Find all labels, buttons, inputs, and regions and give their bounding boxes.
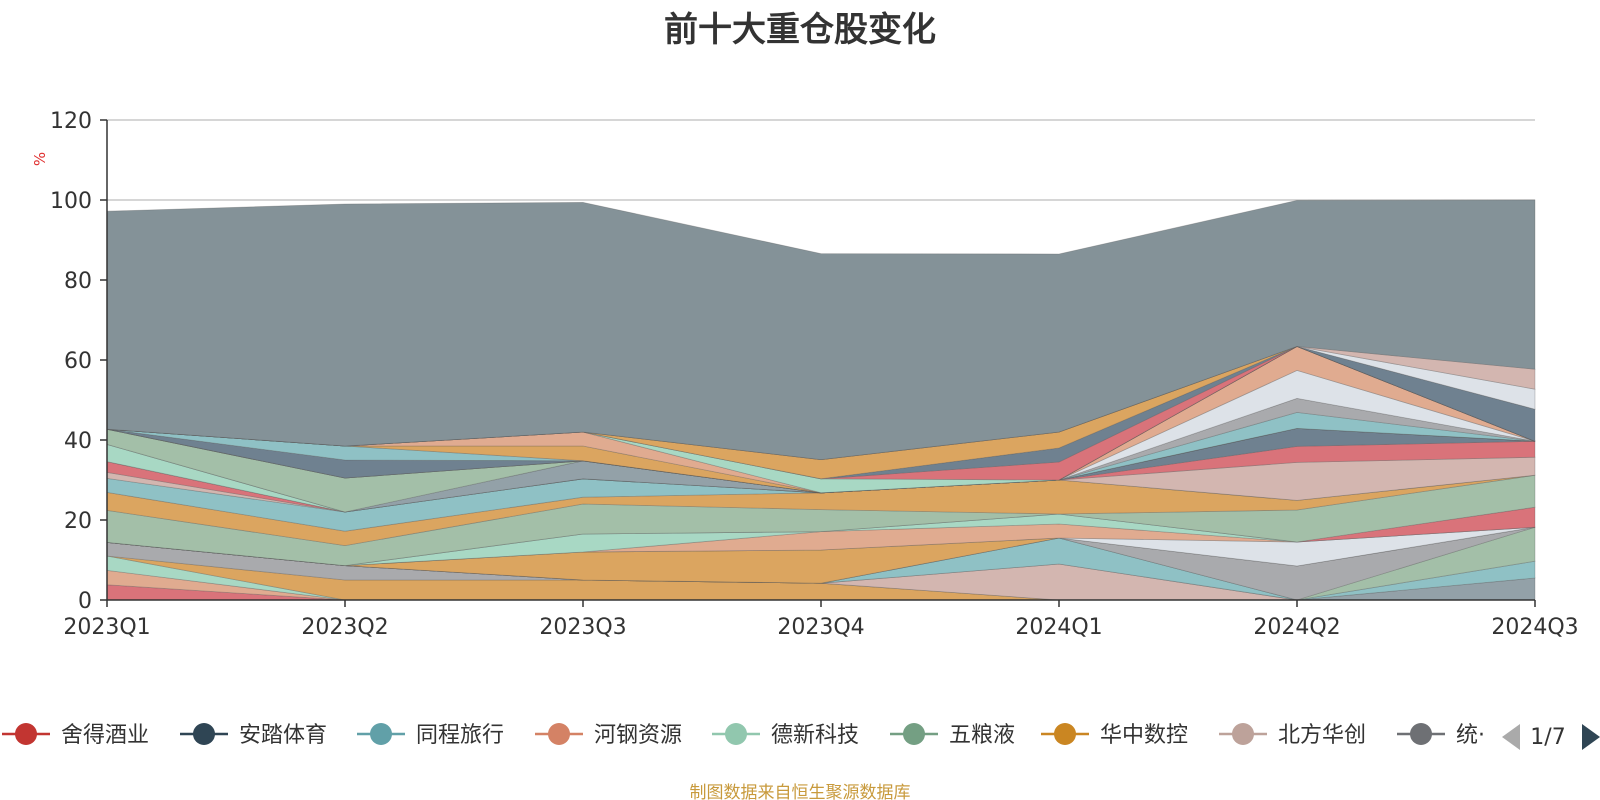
legend-label: 同程旅行 bbox=[416, 723, 504, 748]
next-page-icon[interactable] bbox=[1582, 724, 1600, 750]
area-series-36 bbox=[106, 345, 1536, 461]
legend-item[interactable]: 华中数控 bbox=[1041, 723, 1188, 748]
y-tick-label: 60 bbox=[64, 349, 92, 374]
legend-label: 安踏体育 bbox=[239, 723, 327, 748]
y-axis-ticks: 0 20 40 60 80 100 120 bbox=[50, 109, 107, 614]
x-tick-label: 2024Q2 bbox=[1253, 615, 1340, 640]
prev-page-icon[interactable] bbox=[1502, 724, 1520, 750]
legend-marker-icon bbox=[725, 723, 747, 745]
legend-item[interactable]: 北方华创 bbox=[1219, 723, 1366, 748]
legend-label: 华中数控 bbox=[1100, 723, 1188, 748]
y-tick-label: 120 bbox=[50, 109, 92, 134]
legend-label: 河钢资源 bbox=[594, 723, 682, 748]
legend-marker-icon bbox=[1054, 723, 1076, 745]
area-series bbox=[106, 199, 1536, 601]
legend-marker-icon bbox=[903, 723, 925, 745]
x-axis-ticks: 2023Q1 2023Q2 2023Q3 2023Q4 2024Q1 2024Q2 2024… bbox=[63, 600, 1579, 640]
legend-label: 北方华创 bbox=[1278, 723, 1366, 748]
legend-marker-icon bbox=[193, 723, 215, 745]
legend-page-indicator: 1/7 bbox=[1530, 725, 1565, 750]
legend-label: 五粮液 bbox=[949, 723, 1015, 748]
y-tick-label: 0 bbox=[78, 589, 92, 614]
legend[interactable]: 舍得酒业 安踏体育 同程旅行 河钢资源 德新科技 五粮液 华中数控 北方华创 统· bbox=[2, 723, 1485, 748]
x-tick-label: 2024Q3 bbox=[1491, 615, 1578, 640]
legend-item[interactable]: 统· bbox=[1397, 723, 1485, 748]
legend-marker-icon bbox=[15, 723, 37, 745]
area-series-15 bbox=[106, 474, 1536, 567]
area-series-39 bbox=[106, 199, 1536, 461]
legend-label: 德新科技 bbox=[771, 723, 859, 748]
area-series-16 bbox=[106, 474, 1536, 547]
legend-marker-icon bbox=[548, 723, 570, 745]
legend-item[interactable]: 五粮液 bbox=[890, 723, 1015, 748]
x-tick-label: 2023Q3 bbox=[539, 615, 626, 640]
legend-item[interactable]: 安踏体育 bbox=[180, 723, 327, 748]
legend-label: 舍得酒业 bbox=[61, 723, 149, 748]
chart-title: 前十大重仓股变化 bbox=[664, 10, 936, 50]
legend-item[interactable]: 河钢资源 bbox=[535, 723, 682, 748]
legend-marker-icon bbox=[1232, 723, 1254, 745]
legend-marker-icon bbox=[1410, 723, 1432, 745]
y-tick-label: 40 bbox=[64, 429, 92, 454]
legend-item[interactable]: 德新科技 bbox=[712, 723, 859, 748]
legend-label: 统· bbox=[1456, 723, 1485, 748]
data-source-note: 制图数据来自恒生聚源数据库 bbox=[689, 783, 911, 800]
y-tick-label: 20 bbox=[64, 509, 92, 534]
legend-item[interactable]: 舍得酒业 bbox=[2, 723, 149, 748]
area-series-38 bbox=[106, 345, 1536, 461]
x-tick-label: 2023Q2 bbox=[301, 615, 388, 640]
y-tick-label: 80 bbox=[64, 269, 92, 294]
x-tick-label: 2024Q1 bbox=[1015, 615, 1102, 640]
legend-marker-icon bbox=[370, 723, 392, 745]
x-tick-label: 2023Q4 bbox=[777, 615, 864, 640]
legend-item[interactable]: 同程旅行 bbox=[357, 723, 504, 748]
x-tick-label: 2023Q1 bbox=[63, 615, 150, 640]
y-tick-label: 100 bbox=[50, 189, 92, 214]
legend-pager[interactable]: 1/7 bbox=[1502, 724, 1600, 750]
area-series-37 bbox=[106, 345, 1536, 461]
